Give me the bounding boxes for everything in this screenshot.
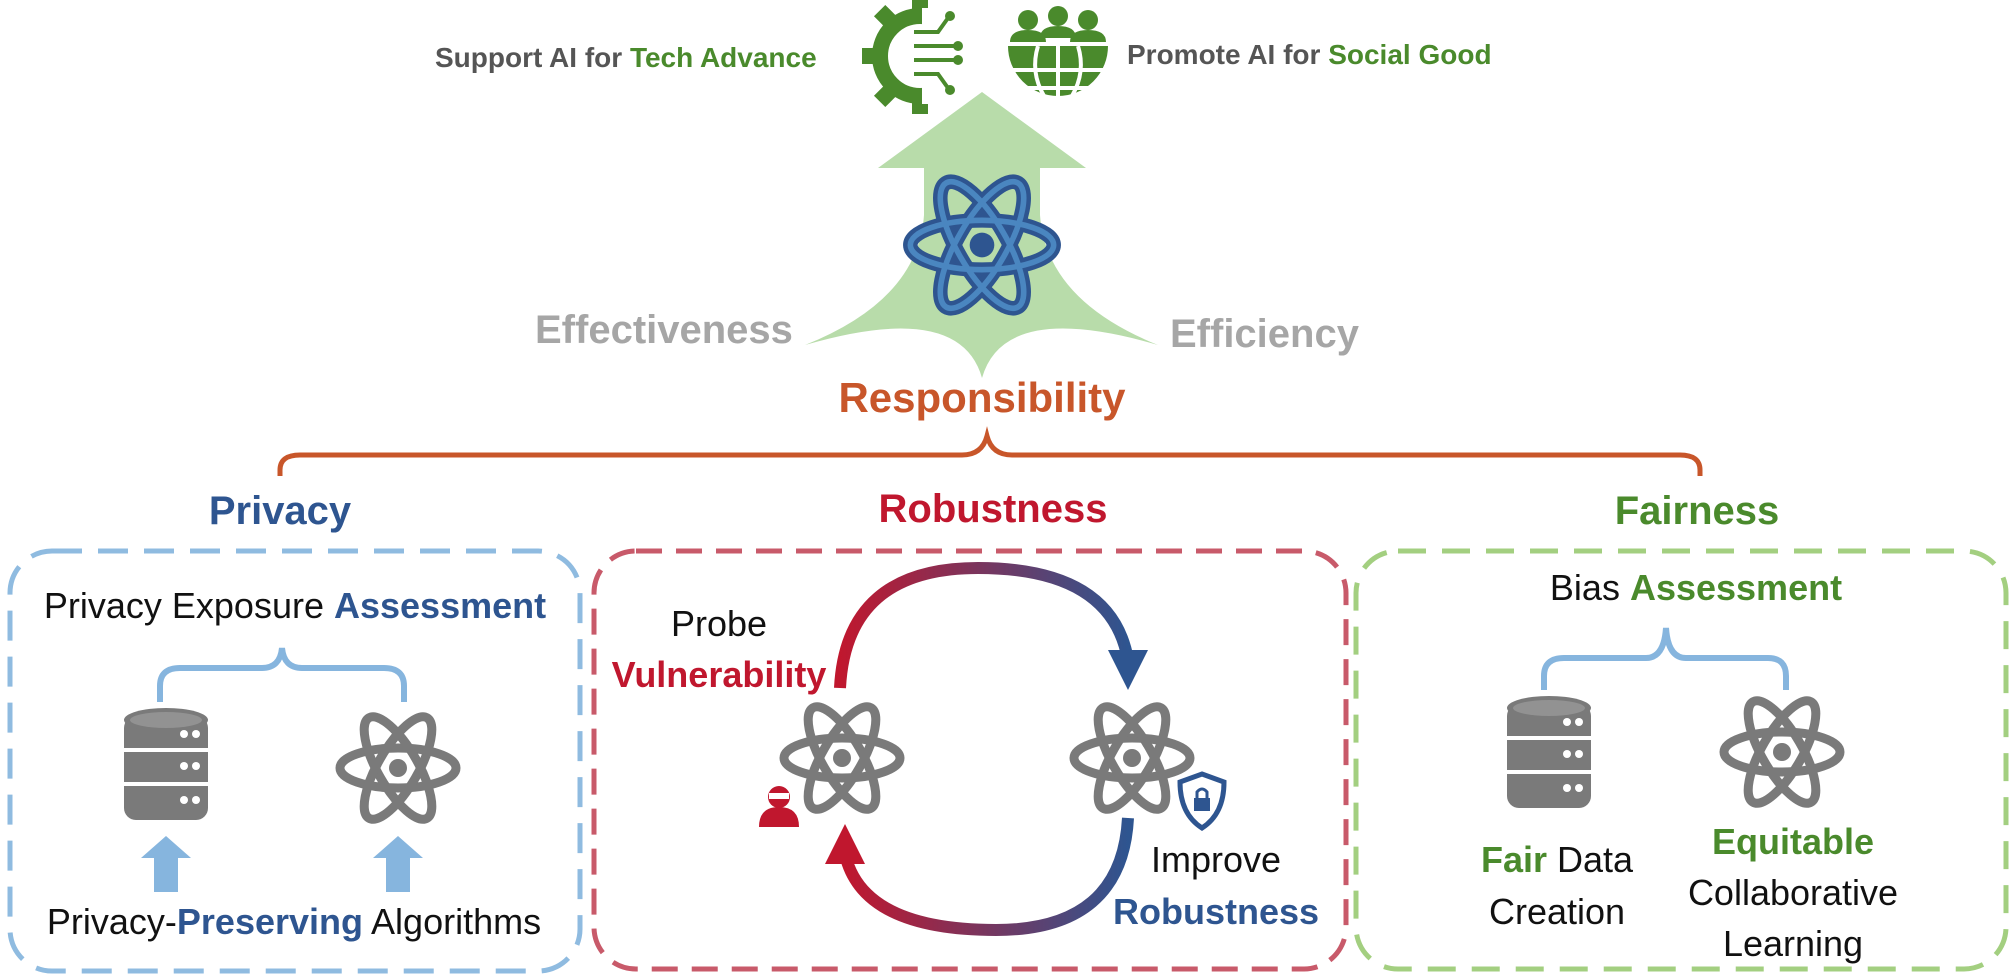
equitable-label: Equitable: [1712, 821, 1874, 862]
hacker-icon: [759, 786, 799, 827]
privacy-preserving-pre: Privacy-: [47, 901, 177, 942]
effectiveness-label: Effectiveness: [535, 308, 793, 352]
privacy-arrow-right: [373, 836, 423, 892]
gear-circuit-icon: [862, 0, 970, 114]
privacy-title: Privacy: [209, 489, 352, 533]
fairness-database-icon: [1505, 694, 1593, 810]
fairness-title: Fairness: [1615, 489, 1780, 533]
fair-post: Data: [1547, 839, 1634, 880]
fairness-brace: [1541, 627, 1789, 690]
privacy-preserving-post: Algorithms: [363, 901, 541, 942]
creation-label: Creation: [1489, 891, 1625, 932]
privacy-box: [7, 548, 583, 974]
svg-text:Promote AI for Social Good: Promote AI for Social Good: [1127, 39, 1492, 70]
central-atom-icon: [903, 174, 1061, 316]
privacy-atom-icon: [340, 708, 456, 828]
improve-robustness-label: Robustness: [1113, 891, 1319, 932]
support-em: Tech Advance: [630, 42, 817, 73]
vulnerability-label: Vulnerability: [612, 654, 827, 695]
promote-ai-label: Promote AI for Social Good: [1127, 39, 1492, 70]
fairness-box: [1353, 548, 2009, 972]
cycle-arrow-bottom: [839, 817, 1134, 937]
fairness-atom-icon: [1724, 692, 1840, 812]
people-globe-icon: [1004, 6, 1112, 100]
privacy-arrow-left: [141, 836, 191, 892]
robustness-box: [591, 548, 1349, 972]
collaborative-label: Collaborative: [1688, 872, 1898, 913]
bias-pre: Bias: [1550, 567, 1630, 608]
learning-label: Learning: [1723, 923, 1863, 964]
bias-em: Assessment: [1630, 567, 1842, 608]
probe-label: Probe: [671, 603, 767, 644]
efficiency-label: Efficiency: [1170, 312, 1360, 356]
privacy-preserving-label: Privacy-Preserving Algorithms: [47, 901, 541, 942]
probe-atom-icon: [784, 698, 900, 818]
improve-label: Improve: [1151, 839, 1281, 880]
fair-em: Fair: [1481, 839, 1547, 880]
privacy-assessment-em: Assessment: [334, 585, 546, 626]
support-ai-label: Support AI for Tech Advance: [435, 42, 817, 73]
privacy-assessment-pre: Privacy Exposure: [44, 585, 334, 626]
cycle-arrowhead-top: [1108, 650, 1148, 690]
promote-pre: Promote AI for: [1127, 39, 1328, 70]
support-pre: Support AI for: [435, 42, 630, 73]
responsibility-label: Responsibility: [838, 374, 1126, 421]
cycle-arrow-top: [834, 561, 1134, 689]
privacy-preserving-em: Preserving: [177, 901, 363, 942]
bias-assessment-label: Bias Assessment: [1550, 567, 1842, 608]
shield-lock-icon: [1177, 771, 1227, 831]
svg-text:Support AI for Tech Advance: Support AI for Tech Advance: [435, 42, 817, 73]
privacy-brace: [157, 647, 407, 702]
robust-atom-icon: [1074, 698, 1190, 818]
robustness-title: Robustness: [879, 487, 1108, 531]
fair-data-label: Fair Data: [1481, 839, 1634, 880]
privacy-assessment-label: Privacy Exposure Assessment: [44, 585, 546, 626]
cycle-arrowhead-bottom: [825, 824, 865, 864]
responsibility-brace: [277, 426, 1703, 476]
privacy-database-icon: [122, 706, 210, 822]
promote-em: Social Good: [1328, 39, 1491, 70]
